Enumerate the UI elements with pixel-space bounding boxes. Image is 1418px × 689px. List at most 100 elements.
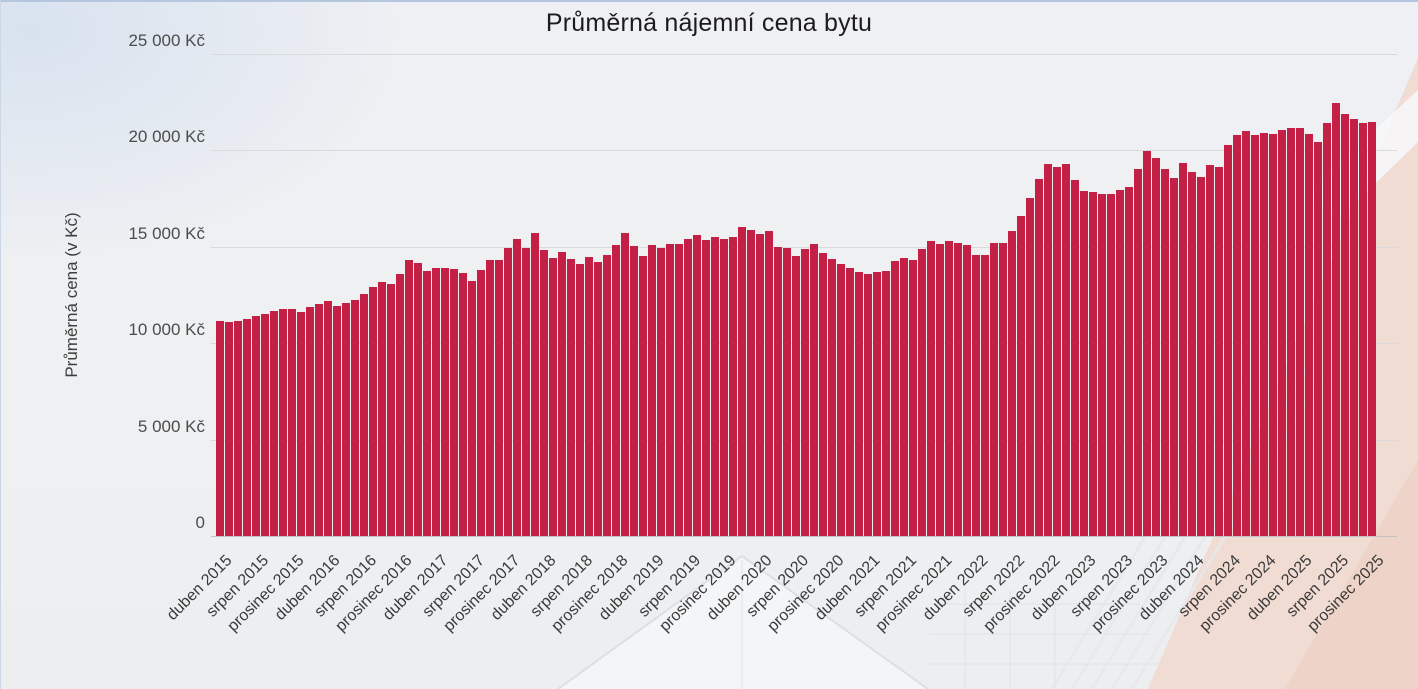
bar[interactable] xyxy=(342,303,350,536)
bar[interactable] xyxy=(738,227,746,536)
bar[interactable] xyxy=(1215,167,1223,536)
bar[interactable] xyxy=(225,321,233,536)
bar[interactable] xyxy=(873,271,881,536)
bar[interactable] xyxy=(1107,194,1115,536)
bar[interactable] xyxy=(288,309,296,536)
bar[interactable] xyxy=(216,320,224,536)
bar[interactable] xyxy=(891,260,899,536)
bar[interactable] xyxy=(270,311,278,536)
bar[interactable] xyxy=(1098,194,1106,536)
bar[interactable] xyxy=(1089,192,1097,536)
bar[interactable] xyxy=(315,304,323,536)
bar[interactable] xyxy=(972,255,980,536)
bar[interactable] xyxy=(1260,132,1268,536)
bar[interactable] xyxy=(810,243,818,536)
bar[interactable] xyxy=(990,242,998,536)
bar[interactable] xyxy=(585,257,593,536)
bar[interactable] xyxy=(378,282,386,536)
bar[interactable] xyxy=(504,248,512,536)
bar[interactable] xyxy=(909,260,917,536)
bar[interactable] xyxy=(918,249,926,536)
bar[interactable] xyxy=(468,281,476,536)
bar[interactable] xyxy=(531,232,539,536)
bar[interactable] xyxy=(900,258,908,536)
bar[interactable] xyxy=(855,271,863,536)
bar[interactable] xyxy=(864,274,872,536)
bar[interactable] xyxy=(243,318,251,536)
bar[interactable] xyxy=(261,314,269,536)
bar[interactable] xyxy=(1170,177,1178,536)
bar[interactable] xyxy=(549,258,557,536)
bar[interactable] xyxy=(963,244,971,536)
bar[interactable] xyxy=(846,267,854,536)
bar[interactable] xyxy=(423,270,431,536)
bar[interactable] xyxy=(1143,150,1151,536)
bar[interactable] xyxy=(486,260,494,536)
bar[interactable] xyxy=(1323,122,1331,536)
bar[interactable] xyxy=(594,261,602,536)
bar[interactable] xyxy=(495,260,503,536)
bar[interactable] xyxy=(819,253,827,536)
bar[interactable] xyxy=(954,242,962,536)
bar[interactable] xyxy=(441,267,449,536)
bar[interactable] xyxy=(567,259,575,536)
bar[interactable] xyxy=(711,236,719,536)
bar[interactable] xyxy=(981,255,989,536)
bar[interactable] xyxy=(306,307,314,536)
bar[interactable] xyxy=(333,306,341,536)
bar[interactable] xyxy=(747,230,755,536)
bar[interactable] xyxy=(684,238,692,536)
bar[interactable] xyxy=(1242,130,1250,536)
bar[interactable] xyxy=(387,284,395,536)
bar[interactable] xyxy=(1296,127,1304,536)
bar[interactable] xyxy=(792,256,800,536)
bar[interactable] xyxy=(1080,190,1088,536)
bar[interactable] xyxy=(729,236,737,536)
bar[interactable] xyxy=(234,320,242,536)
bar[interactable] xyxy=(945,240,953,536)
bar[interactable] xyxy=(1368,122,1376,536)
bar[interactable] xyxy=(621,232,629,536)
bar[interactable] xyxy=(702,239,710,536)
bar[interactable] xyxy=(279,309,287,536)
bar[interactable] xyxy=(774,247,782,536)
bar[interactable] xyxy=(801,249,809,536)
bar[interactable] xyxy=(252,315,260,536)
bar[interactable] xyxy=(936,243,944,536)
bar[interactable] xyxy=(513,238,521,536)
bar[interactable] xyxy=(657,248,665,536)
bar[interactable] xyxy=(1314,142,1322,536)
bar[interactable] xyxy=(1332,102,1340,536)
bar[interactable] xyxy=(756,233,764,536)
bar[interactable] xyxy=(369,287,377,536)
bar[interactable] xyxy=(405,260,413,536)
bar[interactable] xyxy=(414,262,422,536)
bar[interactable] xyxy=(1125,186,1133,536)
bar[interactable] xyxy=(720,238,728,536)
bar[interactable] xyxy=(459,272,467,536)
bar[interactable] xyxy=(1269,133,1277,536)
bar[interactable] xyxy=(765,231,773,536)
bar[interactable] xyxy=(630,245,638,536)
bar[interactable] xyxy=(1233,134,1241,536)
bar[interactable] xyxy=(693,234,701,536)
bar[interactable] xyxy=(1206,165,1214,536)
bar[interactable] xyxy=(1008,231,1016,536)
bar[interactable] xyxy=(1017,215,1025,536)
bar[interactable] xyxy=(1152,157,1160,536)
bar[interactable] xyxy=(522,248,530,536)
bar[interactable] xyxy=(648,244,656,536)
bar[interactable] xyxy=(396,273,404,536)
bar[interactable] xyxy=(324,300,332,536)
bar[interactable] xyxy=(1287,127,1295,536)
bar[interactable] xyxy=(882,270,890,536)
bar[interactable] xyxy=(666,243,674,536)
bar[interactable] xyxy=(1188,172,1196,536)
bar[interactable] xyxy=(1359,122,1367,536)
bar[interactable] xyxy=(612,244,620,536)
bar[interactable] xyxy=(1350,119,1358,536)
bar[interactable] xyxy=(432,267,440,536)
bar[interactable] xyxy=(837,263,845,536)
bar[interactable] xyxy=(1116,189,1124,536)
bar[interactable] xyxy=(927,240,935,536)
